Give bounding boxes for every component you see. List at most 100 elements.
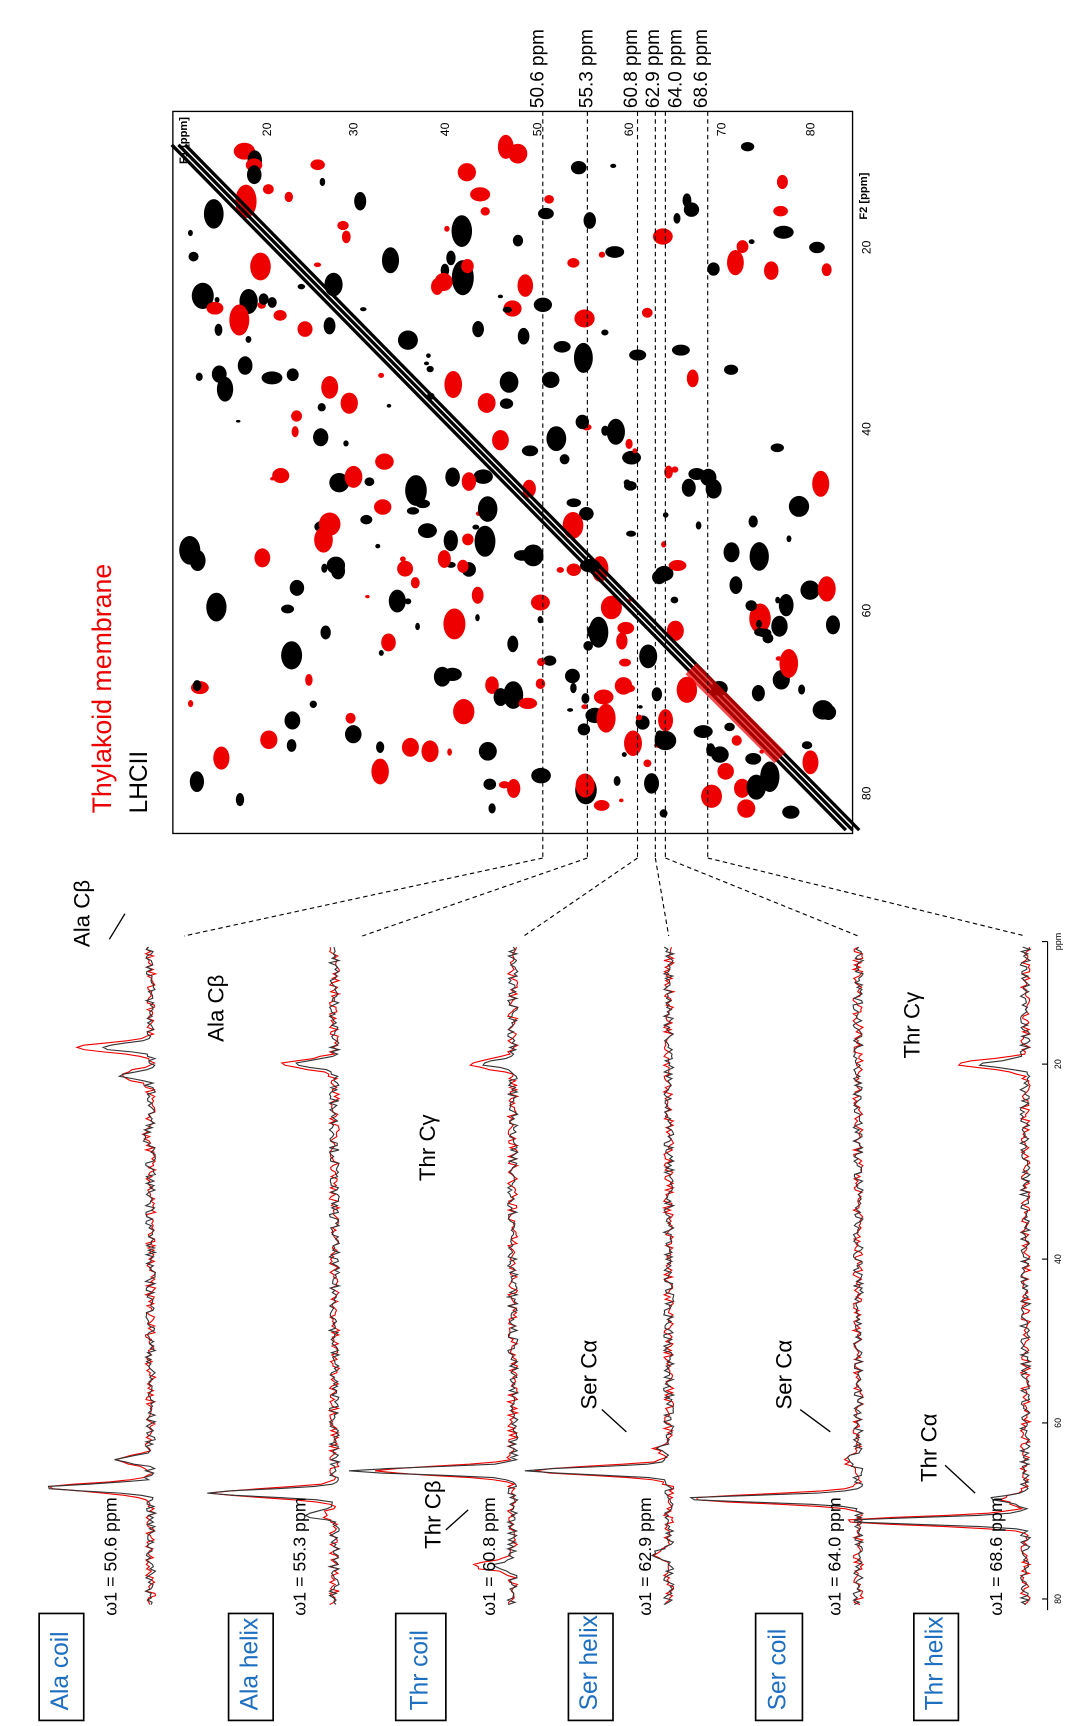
peak-blob xyxy=(297,283,306,290)
peak-blob xyxy=(344,465,363,488)
peak-blob xyxy=(748,239,755,245)
peak-blob xyxy=(317,403,326,412)
peak-blob xyxy=(668,560,687,572)
peak-blob xyxy=(488,803,496,814)
peak-blob xyxy=(214,323,223,336)
peak-blob xyxy=(673,213,681,224)
peak-blob xyxy=(535,678,546,689)
peak-blob xyxy=(606,418,625,445)
trace-shift: ω1 = 62.9 ppm xyxy=(635,1497,655,1615)
peak-blob xyxy=(587,624,602,640)
peak-blob xyxy=(749,542,769,571)
peak-blob xyxy=(502,306,512,313)
peak-blob xyxy=(216,376,234,402)
peak-blob xyxy=(492,430,509,451)
peak-blob xyxy=(313,262,322,268)
peak-blob xyxy=(553,341,571,353)
peak-blob xyxy=(331,562,346,580)
peak-blob xyxy=(423,361,430,366)
peak-blob xyxy=(782,805,800,819)
peak-blob xyxy=(641,307,653,318)
peak-blob xyxy=(756,619,762,628)
peak-blob xyxy=(386,403,392,408)
peak-blob xyxy=(779,648,799,678)
peak-blob xyxy=(267,297,277,308)
trace-box xyxy=(754,1612,804,1722)
peak-blob xyxy=(530,594,550,611)
peak-blob xyxy=(254,548,271,568)
peak-blob xyxy=(577,723,591,736)
trace-box xyxy=(227,1612,274,1722)
peak-blob xyxy=(262,184,274,195)
peak-blob xyxy=(707,262,720,276)
peak-blob xyxy=(617,621,635,635)
peak-blob xyxy=(297,321,313,337)
slice-label: 62.9 ppm xyxy=(643,29,664,108)
peak-blob xyxy=(329,472,350,493)
peak-blob xyxy=(323,317,336,335)
peak-blob xyxy=(705,479,722,499)
peak-blob xyxy=(632,448,638,454)
peak-blob xyxy=(566,563,581,576)
peak-blob xyxy=(724,722,735,732)
peak-blob xyxy=(426,365,434,373)
trace-box xyxy=(38,1612,85,1722)
peak-blob xyxy=(399,556,406,562)
peak-blob xyxy=(619,658,631,667)
trace-name: Ser coil xyxy=(764,1629,791,1711)
f2-tick-label: 40 xyxy=(859,422,873,436)
peak-blob xyxy=(499,371,519,393)
peak-blob xyxy=(654,730,677,751)
peak-blob xyxy=(453,698,475,725)
peak-blob xyxy=(376,741,385,754)
peak-blob xyxy=(188,229,193,237)
peak-blob xyxy=(477,392,496,413)
peak-blob xyxy=(192,680,202,692)
peak-blob xyxy=(286,368,299,382)
trace-shift: ω1 = 55.3 ppm xyxy=(290,1497,310,1615)
slice-label: 68.6 ppm xyxy=(691,29,712,108)
peak-blob xyxy=(564,668,580,684)
peak-blob xyxy=(473,469,493,484)
peak-blob xyxy=(622,450,641,465)
peak-blob xyxy=(731,735,742,746)
peak-blob xyxy=(320,625,331,640)
trace-box xyxy=(394,1612,447,1722)
peak-blob xyxy=(624,730,642,757)
peak-blob xyxy=(513,550,531,561)
peak-blob xyxy=(664,465,673,479)
peak-blob xyxy=(531,767,551,784)
slice-connector xyxy=(707,857,1026,937)
slice-label: 55.3 ppm xyxy=(576,29,597,108)
peak-blob xyxy=(365,595,370,599)
peak-blob xyxy=(388,589,406,613)
peak-blob xyxy=(462,533,474,546)
peak-blob xyxy=(261,371,283,385)
peak-blob xyxy=(211,365,227,383)
peak-blob xyxy=(541,371,560,389)
f1-tick-label: 30 xyxy=(347,122,361,136)
peak-blob xyxy=(771,615,788,637)
peak-blob xyxy=(809,241,825,254)
peak-blob xyxy=(593,799,610,811)
peak-blob xyxy=(250,252,271,281)
peak-blob xyxy=(474,525,496,557)
f2-tick-label: 20 xyxy=(859,240,873,254)
peak-blob xyxy=(483,778,497,790)
peak-blob xyxy=(800,580,820,600)
peak-blob xyxy=(736,240,749,254)
peak-blob xyxy=(191,282,214,310)
peak-blob xyxy=(786,535,792,543)
peak-blob xyxy=(717,763,734,780)
peak-blob xyxy=(749,603,771,634)
spectrum-trace xyxy=(524,946,676,1606)
peak-blob xyxy=(624,480,637,491)
peak-blob xyxy=(740,141,755,152)
trace-shift: ω1 = 60.8 ppm xyxy=(479,1497,499,1615)
peak-blob xyxy=(802,750,819,775)
peak-blob xyxy=(521,445,539,457)
peak-blob xyxy=(364,477,375,487)
peak-blob xyxy=(681,478,696,497)
peak-blob xyxy=(600,595,622,620)
spectrum-trace xyxy=(689,946,865,1606)
